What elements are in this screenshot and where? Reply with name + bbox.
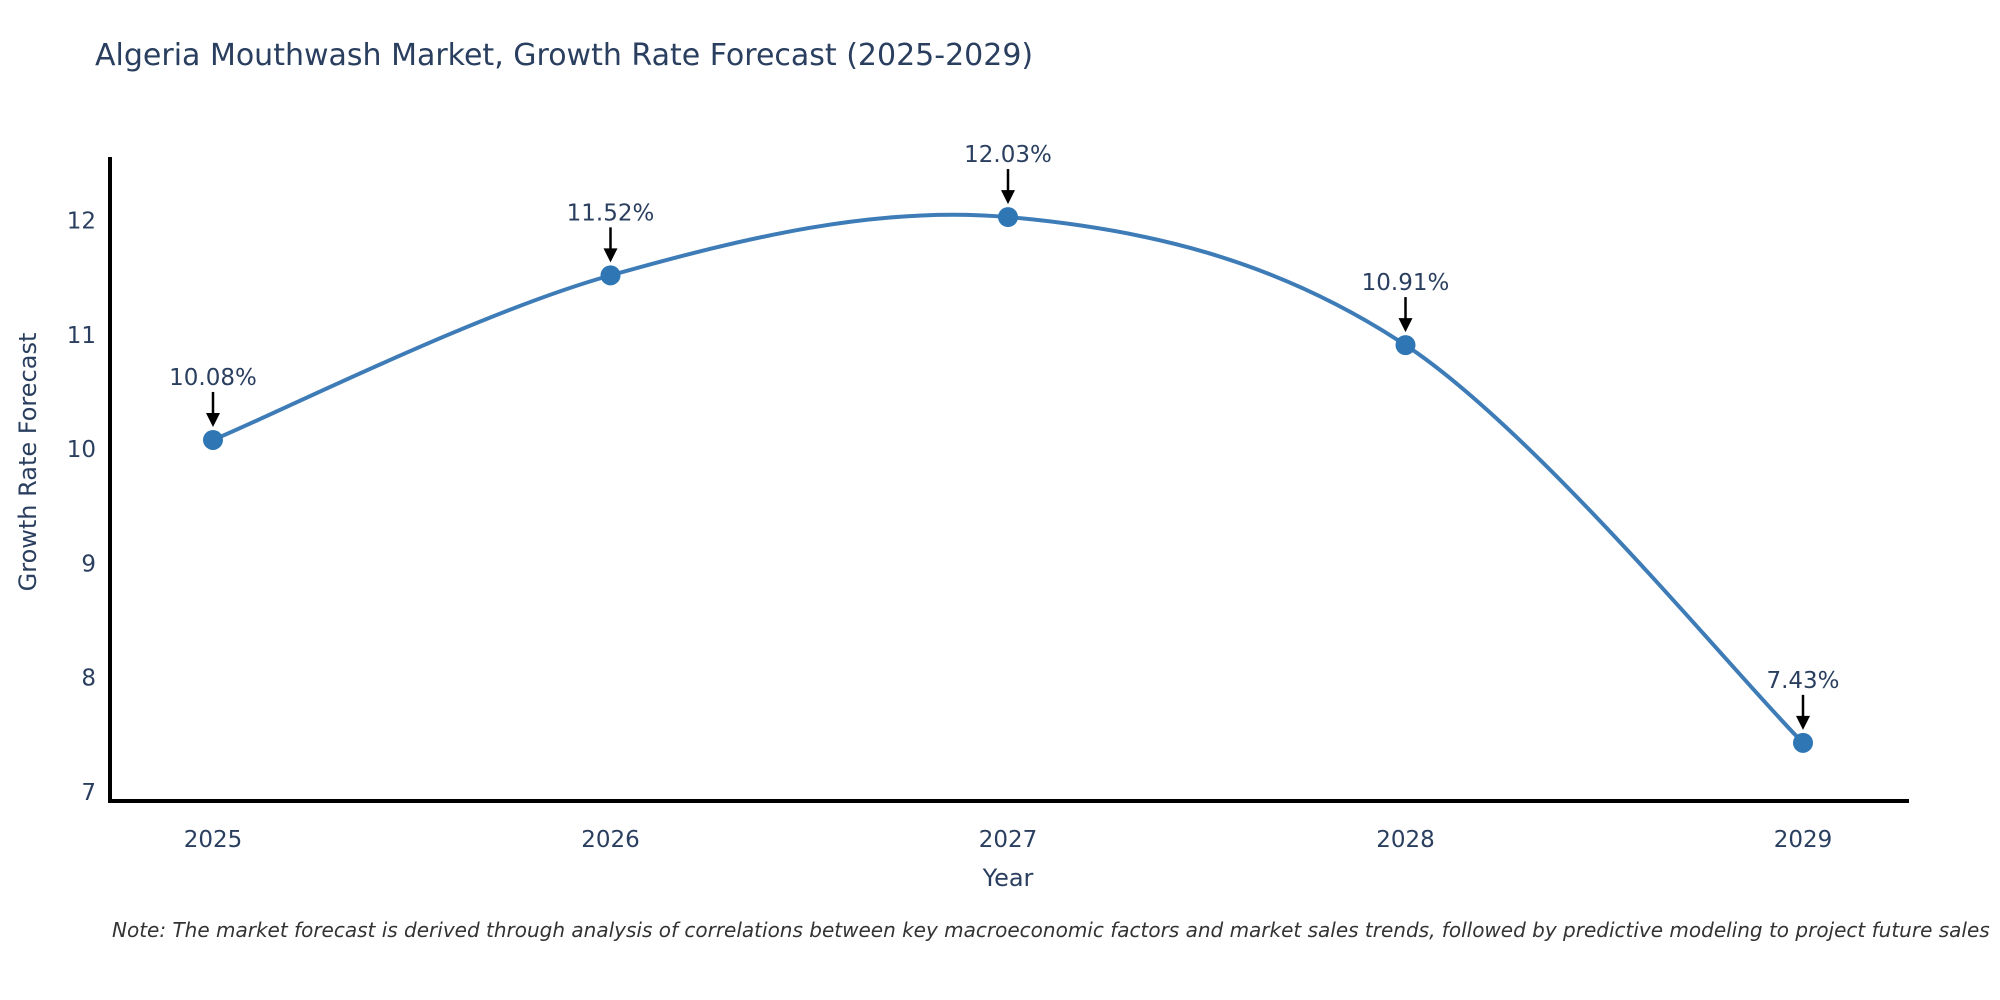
x-tick-label: 2029 — [1774, 827, 1833, 853]
annotation-arrow-head — [1796, 715, 1810, 730]
chart-title: Algeria Mouthwash Market, Growth Rate Fo… — [95, 38, 1034, 73]
data-point — [600, 265, 621, 286]
point-annotation: 7.43% — [1766, 668, 1839, 694]
y-tick-label: 9 — [81, 551, 96, 577]
y-tick-label: 10 — [67, 437, 96, 463]
footnote: Note: The market forecast is derived thr… — [112, 918, 1990, 942]
y-tick-label: 7 — [81, 780, 96, 806]
y-tick-label: 12 — [67, 209, 96, 235]
point-annotation: 11.52% — [567, 200, 655, 226]
point-annotation: 10.91% — [1362, 270, 1450, 296]
data-point — [1793, 732, 1813, 753]
annotation-arrow-head — [206, 412, 220, 427]
data-point — [203, 429, 223, 450]
annotation-arrow-head — [603, 248, 618, 263]
data-point — [998, 207, 1018, 228]
x-axis-title: Year — [982, 864, 1034, 892]
point-annotation: 10.08% — [169, 365, 257, 391]
y-tick-label: 11 — [67, 323, 96, 349]
x-tick-label: 2028 — [1376, 827, 1435, 853]
point-annotation: 12.03% — [964, 142, 1052, 168]
y-axis-title: Growth Rate Forecast — [14, 333, 42, 592]
annotation-arrow-head — [1001, 190, 1015, 205]
x-tick-label: 2025 — [184, 827, 243, 853]
trend-line — [211, 212, 1805, 745]
data-point — [1395, 335, 1416, 356]
x-tick-label: 2026 — [581, 827, 640, 853]
annotation-arrow-head — [1398, 318, 1413, 333]
x-tick-label: 2027 — [979, 827, 1038, 853]
y-tick-label: 8 — [81, 666, 96, 692]
